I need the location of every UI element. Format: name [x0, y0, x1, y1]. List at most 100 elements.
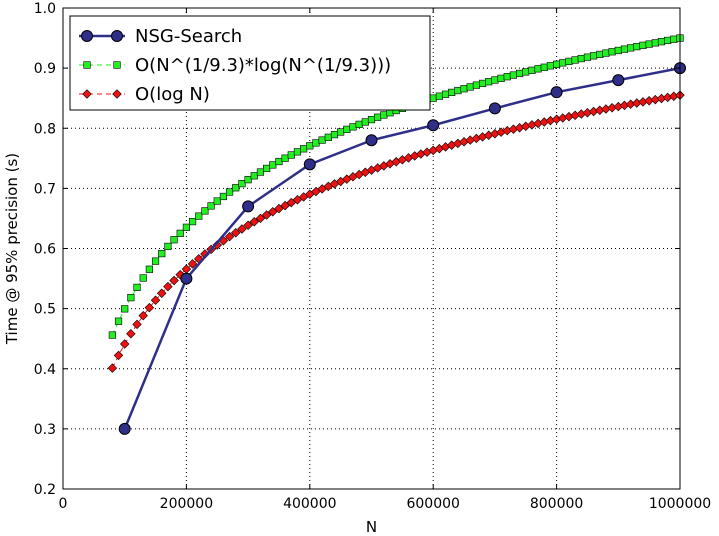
data-point [169, 275, 179, 286]
data-point [237, 224, 247, 234]
data-point [343, 125, 351, 133]
legend-label: O(N^(1/9.3)*log(N^(1/9.3))) [135, 55, 391, 76]
data-point [180, 272, 193, 285]
data-point [300, 145, 308, 153]
series-line [123, 66, 681, 430]
legend-marker [111, 30, 123, 42]
y-tick-label: 0.8 [34, 121, 56, 137]
data-point [176, 229, 184, 237]
data-point [118, 422, 131, 435]
data-point [263, 164, 271, 173]
data-point [312, 139, 320, 147]
plot-series [107, 34, 686, 435]
data-point [195, 212, 203, 220]
data-point [121, 305, 129, 313]
legend-box [69, 15, 431, 111]
data-point [509, 71, 518, 79]
data-point [158, 249, 166, 258]
data-point [242, 200, 255, 213]
x-tick-label: 0 [59, 496, 68, 512]
x-tick-label: 200000 [160, 496, 213, 512]
data-point [633, 42, 641, 51]
data-point [164, 242, 172, 251]
data-point [306, 142, 314, 150]
legend: NSG-Search O(N^(1/9.3)*log(N^(1/9.3))) O(l… [69, 15, 431, 111]
data-point [151, 257, 160, 265]
data-point [213, 197, 221, 205]
data-point [139, 274, 147, 282]
data-point [182, 223, 191, 231]
y-tick-label: 0.5 [34, 302, 56, 318]
data-point [113, 350, 124, 361]
legend-label: NSG-Search [135, 26, 242, 47]
data-point [435, 92, 443, 100]
data-point [207, 202, 215, 210]
data-point [108, 331, 116, 339]
data-point [337, 128, 345, 136]
data-point [269, 161, 277, 169]
data-point [231, 228, 241, 238]
legend-entry: O(log N) [79, 84, 210, 105]
data-point [522, 68, 530, 76]
data-point [238, 180, 246, 188]
axis-ticks: 0 200000 400000 600000 800000 1000000 0.2 0.3 0.… [34, 1, 711, 512]
data-point [212, 240, 222, 250]
data-point [286, 197, 297, 208]
data-point [330, 131, 339, 139]
data-point [175, 269, 185, 280]
data-point [639, 41, 647, 49]
data-point [163, 281, 173, 292]
data-point [274, 203, 284, 214]
data-point [488, 102, 501, 115]
data-point [361, 118, 369, 126]
data-point [132, 319, 142, 330]
data-point [515, 69, 524, 78]
series-2 [107, 90, 685, 373]
data-point [657, 38, 666, 46]
data-point [596, 50, 604, 59]
data-point [374, 113, 382, 121]
data-point [441, 90, 450, 98]
data-point [201, 207, 209, 215]
x-tick-label: 600000 [406, 496, 459, 512]
data-point [268, 207, 278, 217]
data-point [577, 54, 585, 63]
y-tick-label: 0.4 [34, 362, 56, 378]
series-0 [118, 62, 686, 435]
data-point [293, 148, 302, 156]
data-point [281, 154, 289, 162]
x-axis-title: N [366, 518, 377, 536]
data-point [232, 184, 240, 192]
data-point [448, 88, 456, 96]
series-line [111, 94, 681, 369]
data-point [243, 220, 253, 231]
legend-marker [82, 89, 92, 99]
y-tick-label: 0.9 [34, 61, 56, 77]
data-point [250, 172, 258, 180]
data-point [552, 60, 561, 68]
data-point [427, 119, 440, 132]
legend-marker [83, 61, 91, 69]
data-point [127, 294, 135, 302]
data-point [472, 81, 480, 89]
data-point [651, 39, 659, 47]
data-point [261, 210, 272, 220]
data-point [608, 48, 616, 56]
data-point [303, 158, 316, 171]
data-point [114, 317, 123, 325]
data-point [144, 302, 155, 313]
data-point [540, 63, 548, 71]
x-tick-label: 1000000 [649, 496, 711, 512]
data-point [244, 176, 252, 184]
data-point [219, 192, 228, 201]
data-point [318, 136, 326, 144]
data-point [528, 66, 536, 74]
data-point [145, 265, 153, 273]
data-point [645, 40, 653, 48]
legend-label: O(log N) [135, 84, 210, 105]
data-point [249, 217, 259, 227]
legend-entry: O(N^(1/9.3)*log(N^(1/9.3))) [79, 55, 391, 76]
data-point [150, 295, 161, 305]
data-point [107, 363, 118, 373]
